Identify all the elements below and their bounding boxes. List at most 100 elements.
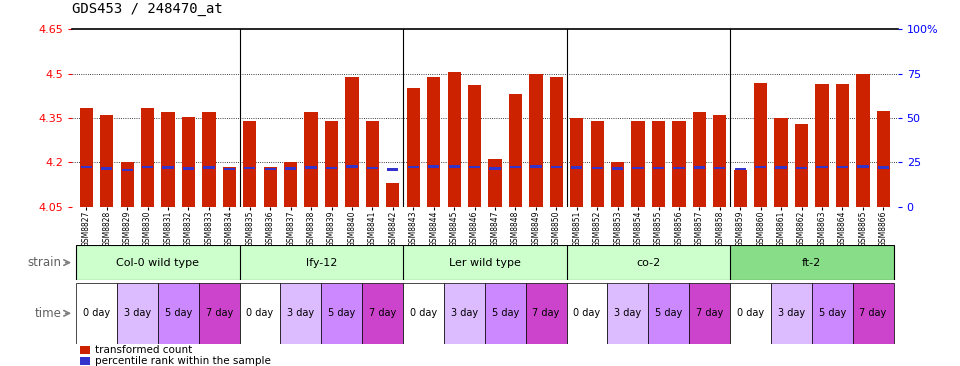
Text: 5 day: 5 day — [819, 308, 846, 318]
Bar — [325, 167, 337, 169]
Bar — [243, 121, 256, 207]
Bar — [265, 168, 276, 170]
Bar — [733, 170, 747, 207]
Text: 0 day: 0 day — [573, 308, 601, 318]
Bar — [689, 283, 730, 344]
Bar — [796, 167, 807, 169]
Bar — [856, 74, 870, 207]
Text: lfy-12: lfy-12 — [305, 258, 337, 268]
Bar — [80, 108, 93, 207]
Bar — [224, 168, 235, 170]
Bar — [566, 283, 608, 344]
Text: strain: strain — [28, 256, 61, 269]
Bar — [100, 115, 113, 207]
Bar — [648, 283, 689, 344]
Bar — [76, 245, 240, 280]
Bar — [837, 166, 848, 168]
Text: 7 day: 7 day — [696, 308, 723, 318]
Bar — [161, 112, 175, 207]
Bar — [305, 166, 317, 169]
Bar — [81, 357, 90, 365]
Bar — [285, 167, 297, 170]
Bar — [775, 118, 788, 207]
Bar — [713, 115, 727, 207]
Bar — [81, 166, 92, 168]
Bar — [571, 166, 583, 169]
Bar — [673, 167, 684, 169]
Bar — [633, 167, 644, 169]
Bar — [240, 245, 403, 280]
Bar — [694, 166, 705, 169]
Bar — [509, 94, 522, 207]
Bar — [76, 283, 117, 344]
Text: 7 day: 7 day — [533, 308, 560, 318]
Bar — [407, 89, 420, 207]
Bar — [347, 165, 358, 168]
Bar — [121, 163, 133, 207]
Bar — [362, 283, 403, 344]
Bar — [734, 168, 746, 171]
Bar — [490, 167, 501, 170]
Text: 5 day: 5 day — [655, 308, 683, 318]
Bar — [530, 165, 541, 168]
Text: 5 day: 5 day — [492, 308, 518, 318]
Bar — [815, 84, 828, 207]
Bar — [566, 245, 730, 280]
Text: ft-2: ft-2 — [803, 258, 822, 268]
Bar — [157, 283, 199, 344]
Bar — [408, 166, 419, 168]
Bar — [485, 283, 526, 344]
Bar — [570, 118, 584, 207]
Bar — [816, 166, 828, 168]
Text: 3 day: 3 day — [451, 308, 478, 318]
Bar — [693, 112, 706, 207]
Bar — [304, 112, 318, 207]
Bar — [754, 82, 767, 207]
Bar — [877, 166, 889, 169]
Text: 0 day: 0 day — [83, 308, 110, 318]
Bar — [611, 163, 624, 207]
Bar — [117, 283, 157, 344]
Bar — [551, 166, 562, 168]
Bar — [730, 283, 771, 344]
Bar — [714, 167, 726, 169]
Bar — [876, 111, 890, 207]
Bar — [755, 166, 766, 168]
Text: 3 day: 3 day — [124, 308, 151, 318]
Text: 7 day: 7 day — [859, 308, 887, 318]
Text: Col-0 wild type: Col-0 wild type — [116, 258, 200, 268]
Bar — [284, 163, 298, 207]
Bar — [403, 245, 566, 280]
Bar — [141, 108, 155, 207]
Bar — [367, 167, 378, 169]
Bar — [81, 346, 90, 354]
Bar — [529, 74, 542, 207]
Bar — [448, 165, 460, 168]
Bar — [427, 76, 441, 207]
Bar — [526, 283, 566, 344]
Text: 5 day: 5 day — [328, 308, 355, 318]
Bar — [280, 283, 322, 344]
Bar — [324, 121, 338, 207]
Bar — [122, 169, 132, 171]
Bar — [199, 283, 240, 344]
Text: time: time — [35, 307, 61, 320]
Text: Ler wild type: Ler wild type — [449, 258, 520, 268]
Bar — [795, 124, 808, 207]
Bar — [386, 183, 399, 207]
Bar — [447, 72, 461, 207]
Bar — [608, 283, 648, 344]
Bar — [812, 283, 852, 344]
Text: 0 day: 0 day — [410, 308, 437, 318]
Bar — [181, 116, 195, 207]
Bar — [836, 84, 849, 207]
Bar — [776, 166, 787, 169]
Bar — [672, 121, 685, 207]
Bar — [612, 167, 623, 170]
Bar — [182, 167, 194, 169]
Bar — [403, 283, 444, 344]
Bar — [428, 165, 440, 168]
Text: 3 day: 3 day — [287, 308, 315, 318]
Bar — [101, 167, 112, 169]
Bar — [591, 167, 603, 169]
